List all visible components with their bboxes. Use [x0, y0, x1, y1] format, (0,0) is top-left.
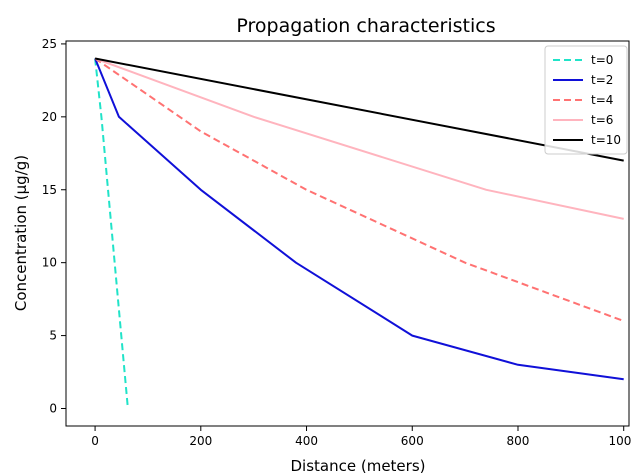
plot-area — [94, 57, 625, 409]
y-tick-label: 25 — [42, 37, 57, 51]
x-axis-label: Distance (meters) — [291, 457, 426, 475]
series-line-t2 — [94, 58, 624, 381]
x-tick-label: 400 — [295, 434, 318, 448]
series-line-t0 — [94, 58, 129, 409]
legend-label: t=6 — [591, 113, 613, 127]
x-tick-label: 0 — [91, 434, 99, 448]
chart-title: Propagation characteristics — [236, 15, 495, 37]
series-line-t10 — [94, 57, 624, 162]
y-tick-label: 10 — [42, 256, 57, 270]
x-tick-label: 800 — [507, 434, 530, 448]
legend-label: t=0 — [591, 53, 613, 67]
legend-label: t=2 — [591, 73, 613, 87]
x-tick-label: 200 — [189, 434, 212, 448]
y-tick-label: 15 — [42, 183, 57, 197]
series-line-t4 — [94, 57, 625, 322]
legend-box — [544, 45, 628, 155]
legend-label: t=10 — [591, 133, 621, 147]
y-tick-label: 0 — [49, 402, 57, 416]
legend-label: t=4 — [591, 93, 613, 107]
y-tick-label: 20 — [42, 110, 57, 124]
series-line-t6 — [94, 57, 624, 220]
x-tick-label: 600 — [401, 434, 424, 448]
plot-frame — [65, 40, 630, 427]
legend: t=0 t=2 t=4 t=6 t=10 — [544, 45, 628, 155]
y-axis-label: Concentration (μg/g) — [12, 155, 30, 311]
y-tick-label: 5 — [49, 329, 57, 343]
